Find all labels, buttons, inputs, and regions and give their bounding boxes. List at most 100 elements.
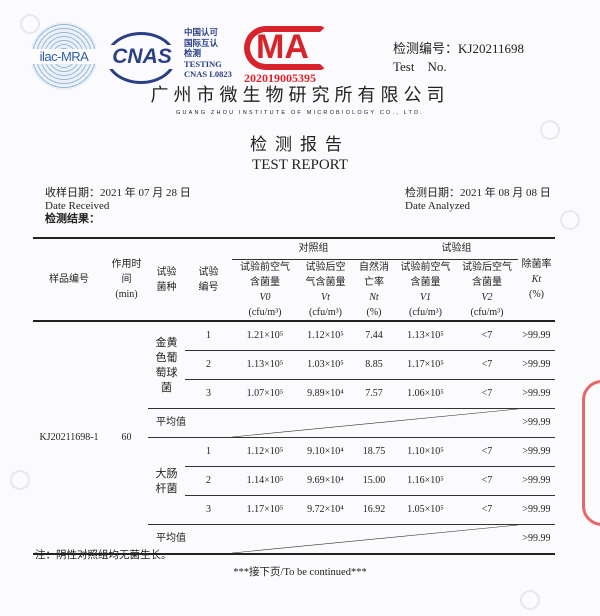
cnas-line: 中国认可 — [184, 27, 219, 37]
species-label: 大肠杆菌 — [155, 467, 178, 495]
k-cell: >99.99 — [518, 437, 555, 467]
v0-cell: 1.14×10⁵ — [232, 466, 298, 496]
date-received-label: Date Received — [45, 200, 110, 212]
average-k-cell: >99.99 — [518, 408, 555, 438]
header-number: 试验编号 — [198, 266, 219, 293]
header-time: 作用时间(min) — [111, 259, 142, 300]
test-number-cell: 1 — [185, 437, 232, 467]
test-number-cell: 3 — [185, 379, 232, 409]
test-number-cell: 3 — [185, 495, 232, 525]
v2-cell: <7 — [456, 350, 518, 380]
test-number-cell: 2 — [185, 350, 232, 380]
v2-cell: <7 — [456, 466, 518, 496]
v0-cell: 1.21×10⁵ — [232, 321, 298, 351]
table-row: 3 1.07×10⁵ 9.89×10⁴ 7.57 1.06×10⁵ <7 >99.99 — [33, 379, 555, 409]
vt-cell: 1.03×10⁵ — [298, 350, 353, 380]
v2-cell: <7 — [456, 495, 518, 525]
k-cell: >99.99 — [518, 379, 555, 409]
header-control-group: 对照组 — [232, 238, 395, 260]
header-v1-unit: (cfu/m³) — [409, 307, 442, 318]
test-number-label-en: Test No. — [393, 59, 447, 74]
header-k-unit: (%) — [529, 289, 544, 300]
cnas-line: CNAS L0823 — [184, 69, 232, 79]
cnas-line: TESTING — [184, 58, 222, 69]
ilac-text: ilac-MRA — [30, 49, 98, 64]
test-number-cell: 1 — [185, 321, 232, 351]
nt-cell: 15.00 — [353, 466, 395, 496]
date-analyzed-value: 检测日期：2021 年 08 月 08 日 — [405, 187, 551, 199]
header-vt-unit: (cfu/m³) — [309, 307, 342, 318]
header-nt: 自然消亡率 Nt (%) — [353, 260, 395, 322]
nt-cell: 18.75 — [353, 437, 395, 467]
header-v1: 试验前空气含菌量 V1 (cfu/m³) — [395, 260, 456, 322]
header-v2-unit: (cfu/m³) — [470, 307, 504, 318]
k-cell: >99.99 — [518, 495, 555, 525]
test-number-label: 检测编号：KJ20211698 — [393, 41, 524, 56]
red-stamp — [582, 380, 600, 526]
watermark — [516, 586, 544, 614]
header-test-group: 试验组 — [395, 238, 518, 260]
header-nt-symbol: Nt — [369, 292, 379, 303]
time-cell: 60 — [105, 321, 148, 555]
header-k-label: 除菌率 — [521, 259, 552, 270]
header-nt-label: 自然消亡率 — [359, 262, 389, 288]
cnas-line: 检测 — [184, 48, 202, 58]
cnas-text: CNAS — [105, 45, 179, 69]
header-v0-symbol: V0 — [259, 292, 271, 303]
cma-logo: MA — [244, 26, 326, 70]
sample-id-cell: KJ20211698-1 — [33, 321, 105, 555]
header-k-symbol: Kt — [531, 274, 542, 285]
header-v1-symbol: V1 — [419, 292, 432, 303]
species-label: 金黄色葡萄球菌 — [155, 336, 178, 394]
results-label: 检测结果： — [45, 213, 100, 225]
nt-cell: 7.57 — [353, 379, 395, 409]
nt-cell: 8.85 — [353, 350, 395, 380]
v2-cell: <7 — [456, 437, 518, 467]
date-received-value: 收样日期：2021 年 07 月 28 日 — [45, 187, 191, 199]
date-received: 收样日期：2021 年 07 月 28 日 Date Received 检测结果… — [45, 187, 191, 226]
v0-cell: 1.12×10⁵ — [232, 437, 298, 467]
header-v2-symbol: V2 — [481, 292, 493, 303]
results-table: 样品编号 作用时间(min) 试验菌种 试验编号 对照组 试验组 除菌率 Kt … — [33, 237, 555, 555]
average-row: 平均值 >99.99 — [33, 524, 555, 555]
v1-cell: 1.16×10⁵ — [395, 466, 456, 496]
k-cell: >99.99 — [518, 466, 555, 496]
test-number: 检测编号：KJ20211698 Test No. — [393, 40, 524, 76]
average-label: 平均值 — [148, 408, 232, 438]
company-name-en: GUANG ZHOU INSTITUTE OF MICROBIOLOGY CO.… — [176, 110, 424, 116]
company-name: 广州市微生物研究所有限公司 — [150, 85, 450, 106]
header-v2: 试验后空气含菌量 V2 (cfu/m³) — [456, 260, 518, 322]
v1-cell: 1.17×10⁵ — [395, 350, 456, 380]
average-diagonal-cell — [232, 524, 518, 555]
date-analyzed-label: Date Analyzed — [405, 200, 471, 212]
footnote: 注：阴性对照组均无菌生长。 — [35, 550, 172, 561]
table-row: KJ20211698-1 60 金黄色葡萄球菌 1 1.21×10⁵ 1.12×10⁵ 7.… — [33, 321, 555, 555]
v0-cell: 1.17×10⁵ — [232, 495, 298, 525]
header-vt-label: 试验后空气含菌量 — [305, 262, 346, 288]
header-v1-label: 试验前空气含菌量 — [400, 262, 451, 288]
cnas-line: 国际互认 — [184, 37, 219, 48]
header-species: 试验菌种 — [156, 266, 177, 293]
cma-number: 202019005395 — [244, 71, 316, 85]
vt-cell: 1.12×10⁵ — [298, 321, 353, 351]
test-number-cell: 2 — [185, 466, 232, 496]
table-row: 2 1.13×10⁵ 1.03×10⁵ 8.85 1.17×10⁵ <7 >99.99 — [33, 350, 555, 380]
header-v2-label: 试验后空气含菌量 — [462, 262, 512, 288]
header-sample: 样品编号 — [49, 273, 89, 285]
species-cell: 大肠杆菌 — [148, 437, 185, 525]
v0-cell: 1.13×10⁵ — [232, 350, 298, 380]
v2-cell: <7 — [456, 321, 518, 351]
header-v0-label: 试验前空气含菌量 — [240, 262, 290, 288]
nt-cell: 7.44 — [353, 321, 395, 351]
watermark — [6, 466, 34, 494]
continued-label: ***接下页/To be continued*** — [233, 567, 367, 578]
diagonal-line — [232, 525, 518, 553]
watermark — [556, 206, 584, 234]
k-cell: >99.99 — [518, 350, 555, 380]
header-vt-symbol: Vt — [321, 292, 330, 303]
table-row: 大肠杆菌 1 1.12×10⁵ 9.10×10⁴ 18.75 1.10×10⁵ <7 >99.… — [33, 437, 555, 525]
v1-cell: 1.10×10⁵ — [395, 437, 456, 467]
v1-cell: 1.05×10⁵ — [395, 495, 456, 525]
header-nt-unit: (%) — [366, 307, 382, 318]
header-v0-unit: (cfu/m³) — [248, 307, 282, 318]
